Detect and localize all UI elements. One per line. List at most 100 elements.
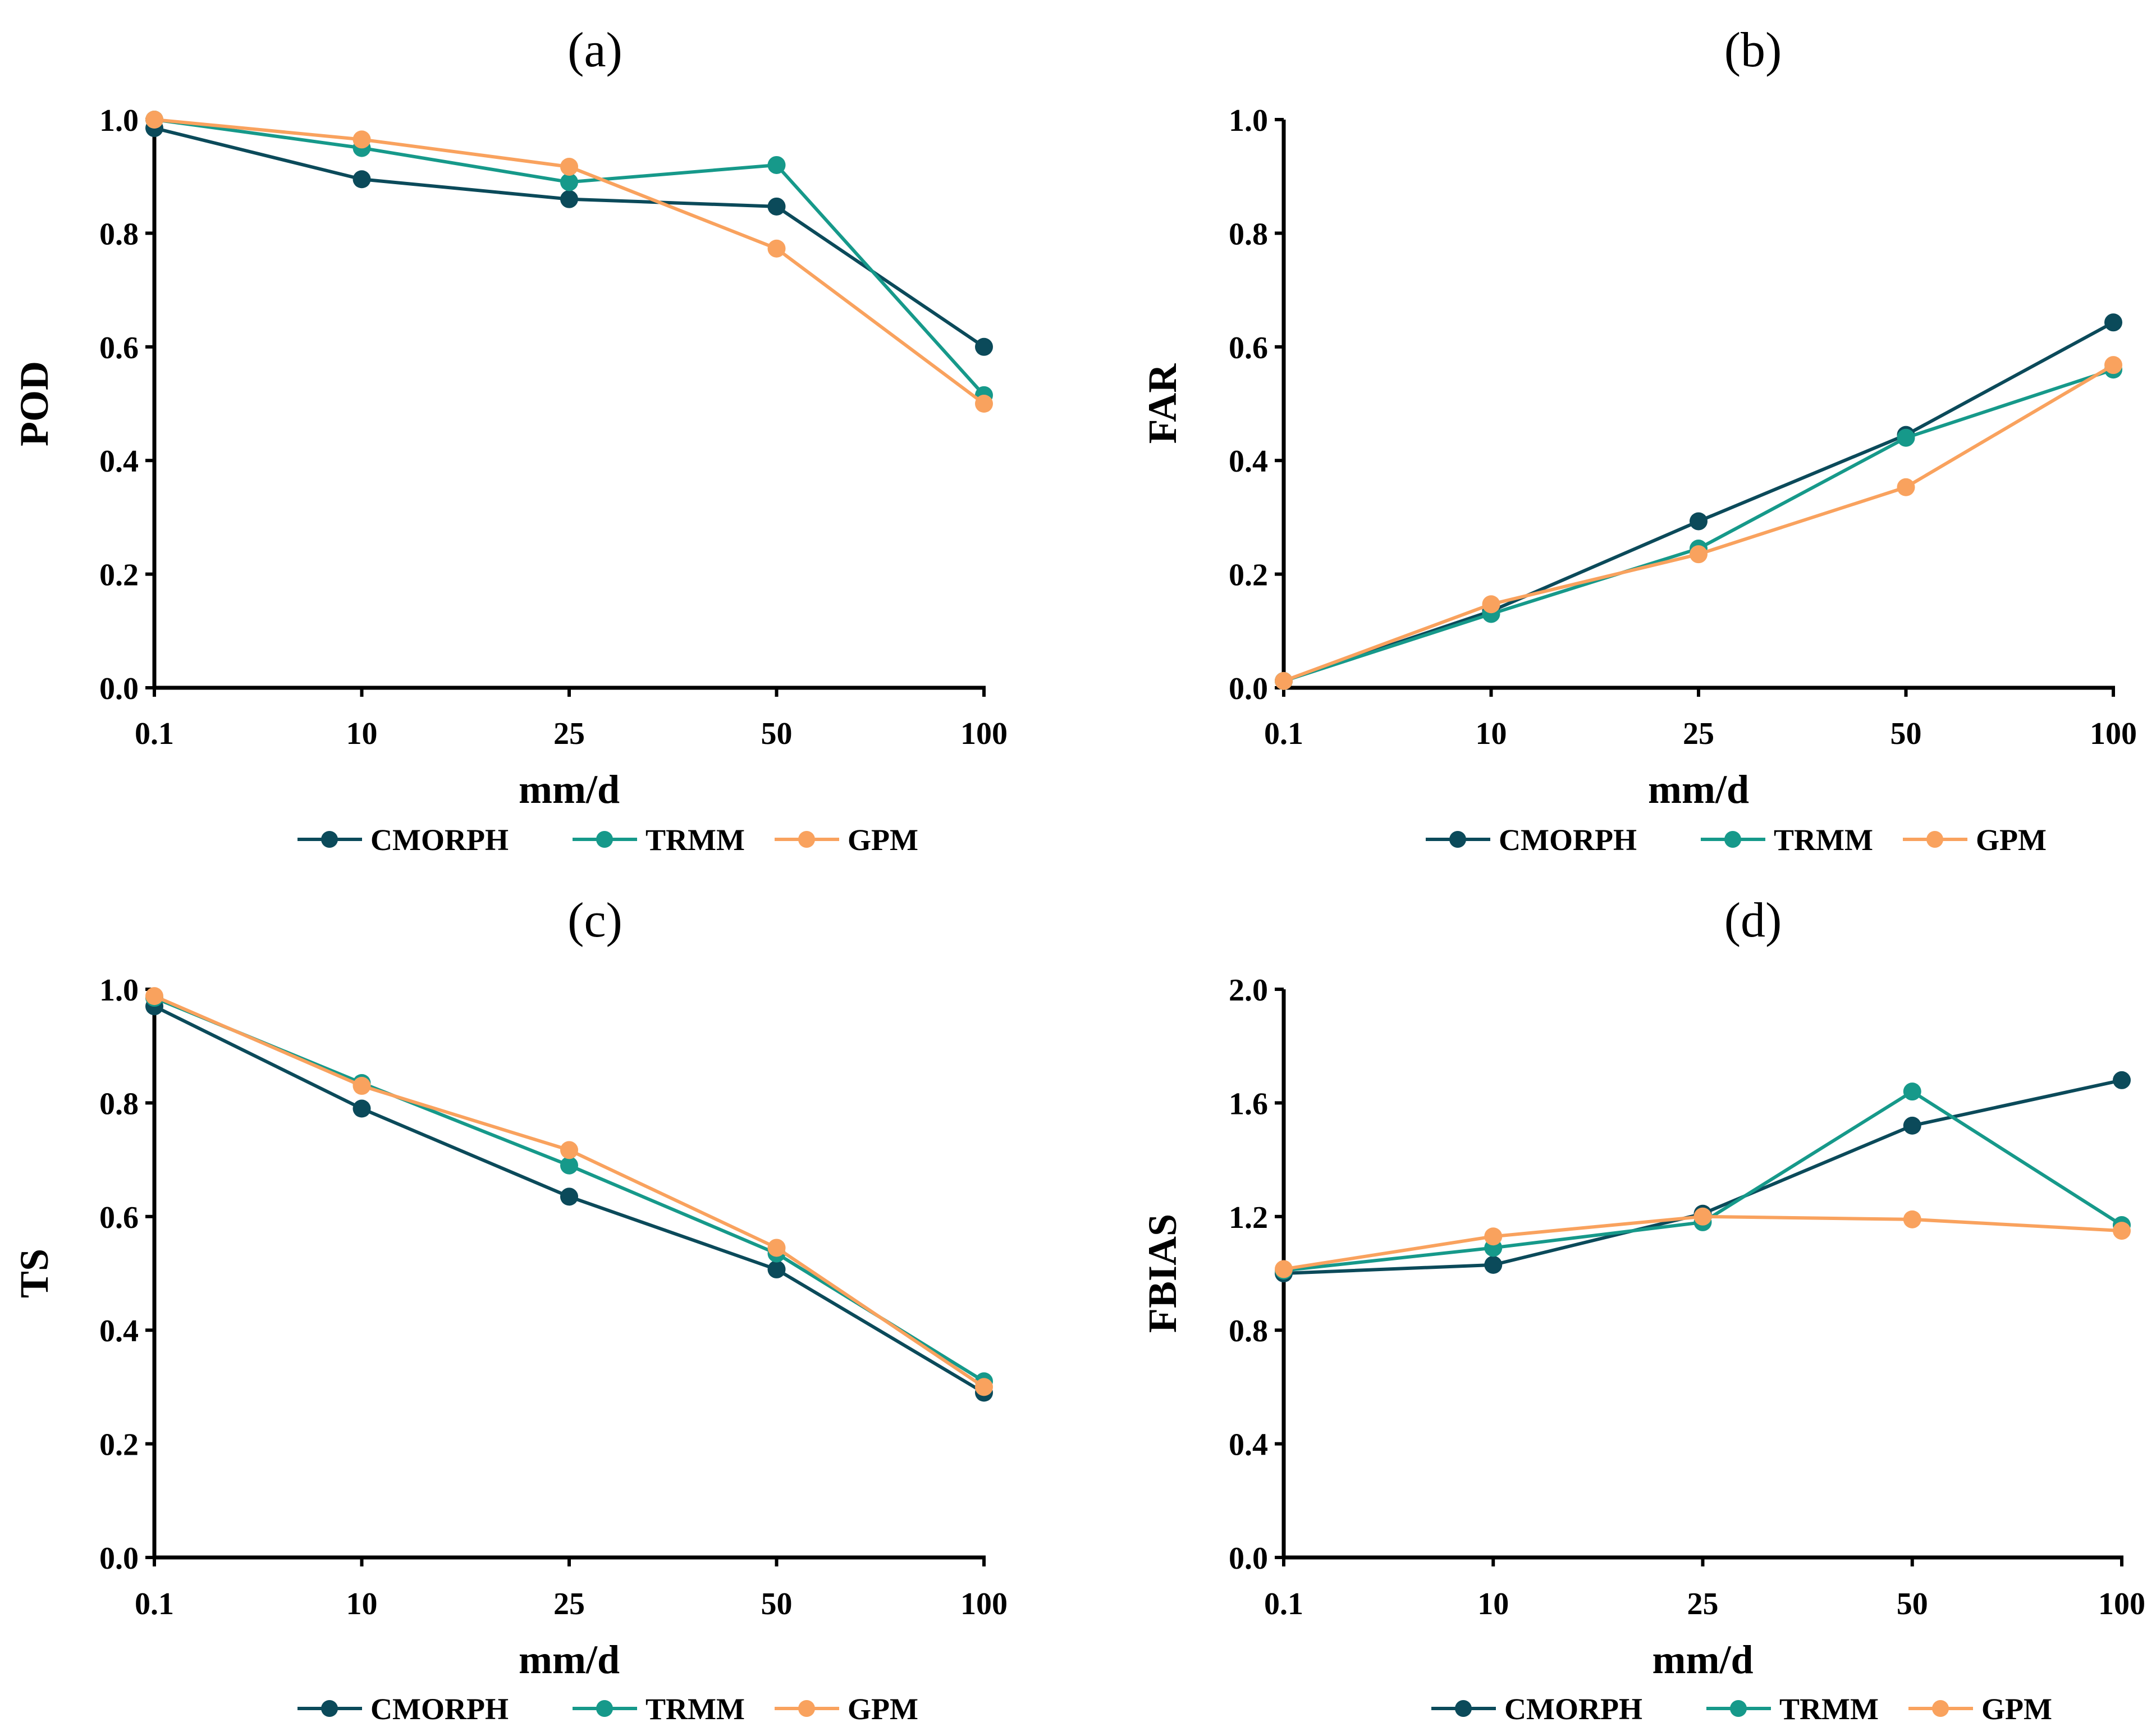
legend: CMORPH TRMM GPM — [297, 1692, 918, 1726]
legend-label-gpm: GPM — [1981, 1692, 2052, 1726]
y-tick-label: 0.4 — [99, 1314, 139, 1349]
y-tick-label: 0.0 — [1229, 671, 1268, 706]
chart-panel-b: (b) 0.0 0.2 0.4 0.6 0.8 1.0 0.1 10 25 50 100 mm/d FAR… — [1140, 23, 2137, 857]
data-point-cmorph — [767, 197, 786, 216]
legend: CMORPH TRMM GPM — [1431, 1692, 2052, 1726]
legend-label-cmorph: CMORPH — [370, 823, 509, 857]
data-point-gpm — [975, 1378, 993, 1396]
data-point-cmorph — [1484, 1255, 1503, 1274]
y-axis-title: FBIAS — [1140, 1214, 1185, 1333]
panel-label: (d) — [1724, 893, 1782, 948]
data-point-cmorph — [1690, 512, 1708, 531]
y-tick-label: 1.2 — [1229, 1200, 1268, 1235]
y-tick-label: 0.4 — [1229, 1428, 1268, 1463]
data-point-gpm — [353, 1077, 371, 1095]
legend-marker-trmm — [596, 1700, 613, 1717]
data-point-gpm — [560, 157, 578, 176]
legend: CMORPH TRMM GPM — [297, 823, 918, 857]
data-point-gpm — [2104, 356, 2122, 374]
x-tick-label: 100 — [960, 716, 1008, 751]
legend-label-trmm: TRMM — [646, 823, 745, 857]
y-tick-label: 2.0 — [1229, 973, 1268, 1008]
x-tick-label: 0.1 — [1264, 716, 1303, 751]
data-point-gpm — [560, 1141, 578, 1159]
y-tick-label: 0.8 — [99, 1086, 139, 1121]
data-point-gpm — [767, 1239, 786, 1257]
x-tick-label: 25 — [1687, 1587, 1719, 1621]
panel-label: (c) — [567, 893, 622, 948]
data-point-gpm — [1484, 1227, 1503, 1246]
data-point-gpm — [975, 395, 993, 413]
legend-marker-cmorph — [321, 1700, 338, 1717]
legend-marker-trmm — [596, 831, 613, 848]
data-point-cmorph — [2113, 1071, 2131, 1089]
chart-panel-c: (c) 0.0 0.2 0.4 0.6 0.8 1.0 0.1 10 25 50 100 mm/d TS C… — [12, 893, 1008, 1726]
chart-panel-d: (d) 0.0 0.4 0.8 1.2 1.6 2.0 0.1 10 25 50 100 mm/d FBI… — [1140, 893, 2145, 1726]
y-axis-title: FAR — [1140, 363, 1185, 444]
y-tick-label: 0.2 — [1229, 558, 1268, 593]
x-tick-label: 10 — [1476, 716, 1507, 751]
y-tick-label: 0.4 — [1229, 444, 1268, 479]
x-tick-label: 10 — [346, 716, 378, 751]
y-tick-label: 0.0 — [1229, 1541, 1268, 1576]
x-axis-title: mm/d — [1653, 1637, 1754, 1682]
x-tick-label: 100 — [2090, 716, 2137, 751]
y-tick-label: 1.0 — [99, 973, 139, 1008]
y-tick-label: 0.8 — [1229, 217, 1268, 252]
data-point-trmm — [1897, 428, 1915, 447]
x-tick-label: 0.1 — [1264, 1587, 1303, 1621]
series-line-trmm — [1283, 1090, 2123, 1272]
data-point-gpm — [1275, 671, 1293, 690]
legend-marker-trmm — [1730, 1700, 1747, 1717]
y-tick-label: 0.8 — [99, 217, 139, 252]
data-point-cmorph — [353, 1099, 371, 1118]
legend-label-trmm: TRMM — [1779, 1692, 1879, 1726]
x-axis-title: mm/d — [519, 1637, 620, 1682]
x-tick-label: 10 — [346, 1587, 378, 1621]
data-point-cmorph — [560, 1187, 578, 1206]
legend-marker-gpm — [798, 831, 815, 848]
data-point-gpm — [2113, 1222, 2131, 1240]
y-tick-label: 0.0 — [99, 1541, 139, 1576]
data-point-trmm — [767, 156, 786, 174]
legend: CMORPH TRMM GPM — [1426, 823, 2047, 857]
legend-marker-trmm — [1724, 831, 1741, 848]
y-tick-label: 0.2 — [99, 558, 139, 593]
legend-marker-cmorph — [1449, 831, 1466, 848]
x-tick-label: 100 — [2098, 1587, 2145, 1621]
x-tick-label: 0.1 — [135, 716, 174, 751]
y-tick-label: 0.6 — [99, 1200, 139, 1235]
x-tick-label: 25 — [553, 716, 585, 751]
legend-label-trmm: TRMM — [1774, 823, 1873, 857]
chart-panel-a: (a) 0.0 0.2 0.4 0.6 0.8 1.0 0.1 10 25 50 100 mm/d POD… — [12, 23, 1008, 857]
data-point-gpm — [1275, 1260, 1293, 1278]
y-tick-label: 0.6 — [1229, 331, 1268, 366]
data-point-cmorph — [1903, 1116, 1921, 1135]
data-point-gpm — [353, 130, 371, 149]
data-point-gpm — [1482, 595, 1500, 614]
x-tick-label: 10 — [1477, 1587, 1509, 1621]
data-point-gpm — [1690, 545, 1708, 564]
data-point-gpm — [145, 111, 163, 129]
y-tick-label: 1.6 — [1229, 1086, 1268, 1121]
legend-label-gpm: GPM — [848, 1692, 918, 1726]
legend-label-cmorph: CMORPH — [1504, 1692, 1642, 1726]
data-point-trmm — [560, 1156, 578, 1175]
x-axis-title: mm/d — [1648, 767, 1749, 812]
series-line-cmorph — [1283, 1078, 2122, 1275]
legend-label-trmm: TRMM — [646, 1692, 745, 1726]
legend-marker-cmorph — [321, 831, 338, 848]
y-tick-label: 1.0 — [1229, 103, 1268, 138]
y-tick-label: 1.0 — [99, 103, 139, 138]
series-line-cmorph — [1283, 321, 2114, 683]
y-tick-label: 0.4 — [99, 444, 139, 479]
x-tick-label: 50 — [761, 1587, 793, 1621]
y-tick-label: 0.2 — [99, 1428, 139, 1463]
legend-label-gpm: GPM — [848, 823, 918, 857]
data-point-gpm — [1903, 1210, 1921, 1228]
data-point-trmm — [1903, 1082, 1921, 1101]
legend-marker-cmorph — [1455, 1700, 1472, 1717]
data-point-trmm — [560, 173, 578, 191]
legend-marker-gpm — [798, 1700, 815, 1717]
